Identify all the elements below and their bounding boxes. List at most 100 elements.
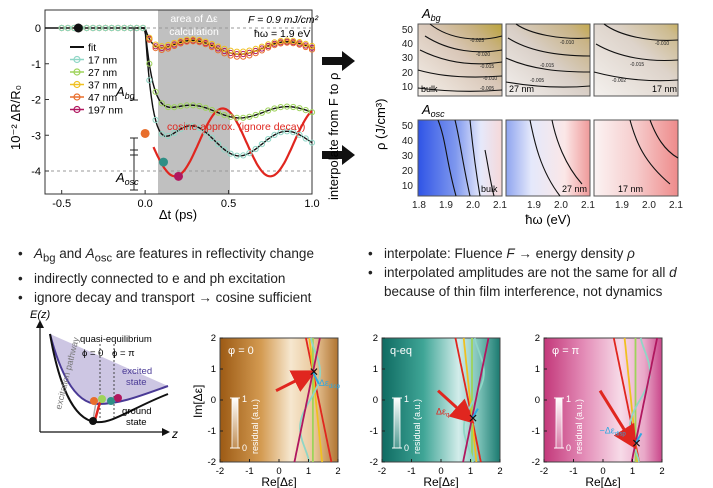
disp-arrow — [312, 371, 320, 385]
legend-label: 27 nm — [88, 67, 117, 79]
data-point — [265, 44, 272, 51]
residual-y-tick: 1 — [373, 364, 378, 375]
residual-map-1 — [381, 337, 501, 463]
svg-text:2.0: 2.0 — [466, 200, 480, 211]
data-point — [158, 131, 165, 138]
reflectivity-y-label: 10⁻² ΔR/R₀ — [8, 85, 23, 150]
data-point — [240, 114, 247, 121]
data-point — [96, 24, 103, 32]
data-point — [277, 37, 284, 45]
residual-curve — [305, 337, 333, 463]
map-y-ticks: 50 40 30 20 10 50 40 30 20 10 — [402, 25, 414, 192]
svg-text:1.9: 1.9 — [615, 200, 629, 211]
aosc-maps: bulk 27 nm 17 nm Aosc — [417, 102, 679, 197]
residual-x-tick: -1 — [569, 466, 577, 477]
cosine-approx-note: cosine approx. (ignore decay) — [167, 121, 305, 133]
aosc-panel-label-1: bulk — [481, 184, 498, 194]
y-tick-label: -4 — [31, 166, 41, 178]
residual-x-label: Re[Δε] — [423, 475, 458, 488]
data-point — [215, 45, 222, 52]
residual-x-tick: -2 — [378, 466, 386, 477]
residual-panel-title: q-eq — [390, 345, 412, 357]
data-point — [221, 45, 228, 53]
colorbar-label: residual (a.u.) — [574, 399, 584, 454]
data-point — [208, 107, 215, 114]
data-point — [277, 40, 284, 47]
phipi-label: ϕ = π — [112, 348, 135, 359]
aosc-map-bulk — [417, 119, 503, 197]
data-point — [258, 45, 265, 52]
reflectivity-plot: -0.5 0.0 0.5 1.0 0 -1 -2 -3 -4 Abg Aosc area of… — [8, 9, 320, 222]
data-point — [121, 24, 128, 32]
data-point — [196, 124, 203, 132]
legend-label: fit — [88, 42, 96, 54]
data-point — [152, 88, 159, 95]
photon-energy-annotation: ħω = 1.9 eV — [254, 28, 310, 40]
svg-text:30: 30 — [402, 53, 414, 64]
data-point — [196, 103, 203, 110]
marker-magenta — [174, 171, 183, 181]
residual-x-label: Re[Δε] — [585, 475, 620, 488]
colorbar-top-label: 1 — [566, 394, 571, 404]
delta-eps-arrow — [275, 370, 317, 393]
data-point — [240, 152, 247, 159]
colorbar-top-label: 1 — [242, 394, 247, 404]
data-point — [283, 37, 291, 44]
data-point — [183, 38, 190, 45]
data-point — [227, 150, 234, 157]
data-point — [221, 50, 228, 57]
data-point — [171, 39, 178, 47]
aosc-map-17nm — [593, 119, 679, 197]
residual-y-tick: 0 — [535, 395, 540, 406]
y-tick-label: -3 — [31, 130, 41, 142]
svg-text:-0.002: -0.002 — [612, 78, 626, 84]
residual-x-tick: -1 — [407, 466, 415, 477]
legend-marker — [73, 68, 81, 76]
marker-teal — [158, 157, 168, 167]
data-point — [158, 46, 165, 54]
bullets-left: • Abg and Aosc are features in reflectivi… — [18, 244, 358, 307]
data-point — [196, 37, 203, 44]
data-point — [152, 41, 159, 48]
y-tick-label: -2 — [31, 95, 41, 107]
fluence-annotation: F = 0.9 mJ/cm² — [248, 14, 319, 26]
data-point — [252, 111, 259, 119]
aosc-title: Aosc — [421, 102, 445, 119]
residual-y-tick: 2 — [535, 333, 540, 344]
svg-text:2.0: 2.0 — [642, 200, 656, 211]
data-point — [296, 131, 303, 138]
x-tick-label: 1.0 — [304, 198, 319, 210]
data-point — [152, 45, 159, 52]
data-point — [165, 45, 172, 52]
data-point — [240, 48, 247, 55]
data-point — [139, 24, 147, 32]
svg-text:-0.005: -0.005 — [530, 78, 544, 84]
data-point — [277, 104, 284, 111]
data-point — [202, 38, 209, 45]
abg-panel-label-1: bulk — [421, 84, 438, 94]
data-point — [227, 47, 234, 54]
x-tick-label: 0.0 — [137, 198, 152, 210]
data-point — [165, 42, 172, 49]
residual-x-tick: 1 — [630, 466, 635, 477]
residual-y-tick: 1 — [211, 364, 216, 375]
data-point — [246, 49, 253, 57]
bullet-right-1: • interpolate: Fluence F → energy density… — [368, 246, 635, 261]
data-point — [271, 131, 278, 138]
svg-text:-0.015: -0.015 — [540, 63, 554, 69]
colorbar-label: residual (a.u.) — [412, 399, 422, 454]
data-point — [240, 50, 247, 58]
residual-x-tick: -2 — [216, 466, 224, 477]
svg-text:10: 10 — [402, 82, 414, 93]
bullet-left-1: • Abg and Aosc are features in reflectivi… — [18, 246, 314, 265]
arrow-top-icon — [322, 51, 355, 71]
data-point — [258, 43, 265, 50]
colorbar-bottom-label: 0 — [404, 443, 409, 453]
data-point — [177, 40, 184, 47]
data-point — [158, 100, 165, 107]
data-point — [152, 116, 159, 124]
disp-arrow — [634, 432, 643, 444]
disp-arrow — [471, 408, 479, 420]
residual-curve — [293, 337, 321, 463]
